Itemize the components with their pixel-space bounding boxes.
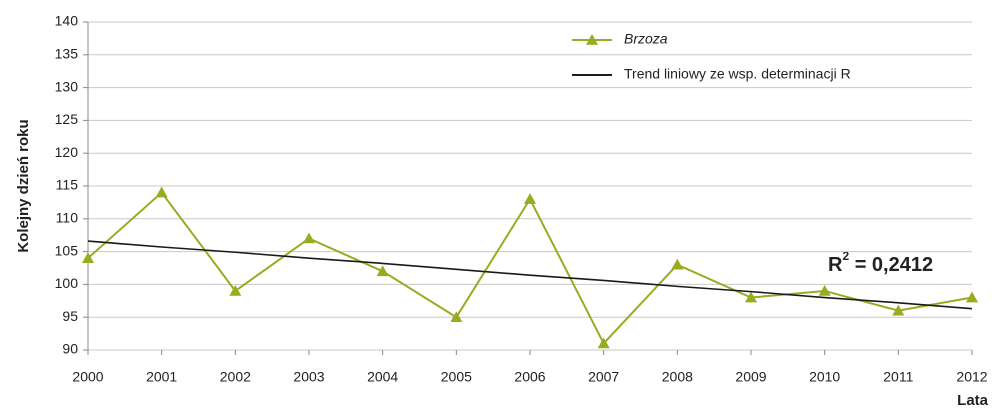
marker <box>966 291 978 303</box>
x-tick-label: 2007 <box>588 369 619 385</box>
marker <box>524 193 536 204</box>
annotation-text: = 0,2412 <box>849 254 933 276</box>
x-tick-label: 2005 <box>441 369 472 385</box>
marker <box>597 337 610 349</box>
marker <box>376 265 389 277</box>
y-tick-label: 140 <box>55 13 79 29</box>
series-line <box>87 240 973 310</box>
x-tick-label: 2000 <box>72 369 103 385</box>
marker <box>892 304 905 316</box>
x-tick-label: 2011 <box>883 369 913 385</box>
y-tick-label: 90 <box>62 341 78 357</box>
x-tick-label: 2008 <box>662 369 693 385</box>
x-tick-label: 2006 <box>514 369 545 385</box>
x-tick-label: 2003 <box>293 369 324 385</box>
y-tick-label: 125 <box>55 111 79 127</box>
annotation-base: R <box>828 254 843 276</box>
y-tick-label: 135 <box>55 46 79 62</box>
x-tick-label: 2002 <box>220 369 251 385</box>
marker <box>303 232 315 244</box>
marker <box>229 284 242 296</box>
y-tick-label: 95 <box>62 308 78 324</box>
legend-marker <box>586 34 598 45</box>
y-tick-label: 115 <box>56 177 79 193</box>
x-axis-label: Lata <box>957 392 989 409</box>
y-tick-label: 100 <box>55 275 79 291</box>
annotation-sup: 2 <box>842 249 849 263</box>
y-tick-label: 120 <box>55 144 79 160</box>
y-tick-label: 130 <box>55 78 79 94</box>
legend-label: Trend liniowy ze wsp. determinacji R <box>624 66 851 82</box>
y-axis-label: Kolejny dzień roku <box>15 119 32 252</box>
marker <box>671 258 684 270</box>
legend-label: Brzoza <box>624 31 668 47</box>
marker <box>818 284 831 296</box>
x-tick-label: 2012 <box>956 369 987 385</box>
marker <box>82 252 94 263</box>
x-tick-label: 2004 <box>367 369 398 385</box>
marker <box>450 311 463 322</box>
y-tick-label: 110 <box>56 210 79 226</box>
marker <box>155 186 168 198</box>
y-tick-label: 105 <box>55 242 79 258</box>
marker <box>745 291 757 303</box>
annotation: R2 = 0,2412 <box>828 249 933 276</box>
x-tick-label: 2001 <box>146 369 177 385</box>
x-tick-label: 2009 <box>735 369 766 385</box>
x-tick-label: 2010 <box>809 369 840 385</box>
